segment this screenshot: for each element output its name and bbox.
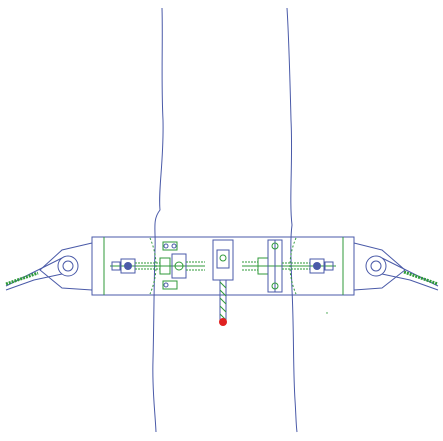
right-bolt-assembly [242,239,336,293]
right-cable-eye [353,242,439,291]
right-vertical-line [286,7,298,433]
left-vertical-line [152,7,164,433]
center-hanger [212,239,234,321]
red-marker [219,318,227,326]
stray-dot [326,312,328,314]
clamp-body [91,236,355,296]
left-bolt-assembly [110,241,205,290]
left-cable-eye [5,242,93,291]
